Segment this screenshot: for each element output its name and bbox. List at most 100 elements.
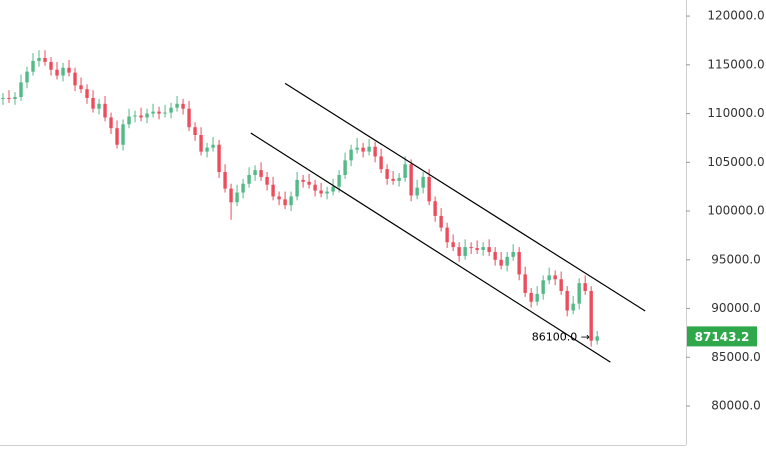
candle-body (85, 89, 89, 98)
candle-body (367, 146, 371, 152)
y-tick-label: 115000.0 (707, 57, 764, 71)
candle-body (91, 97, 95, 109)
y-tick-label: 110000.0 (707, 106, 764, 120)
candle-body (481, 247, 485, 251)
candle-body (373, 146, 377, 157)
y-tick-label: 90000.0 (711, 301, 761, 315)
candle-body (511, 251, 515, 257)
candle-body (535, 293, 539, 302)
candle-body (325, 191, 329, 194)
candle-body (391, 178, 395, 181)
candle-body (523, 274, 527, 293)
candle-body (493, 251, 497, 260)
candle-body (271, 184, 275, 197)
candle-body (247, 174, 251, 184)
candle-body (187, 108, 191, 128)
candle-body (1, 97, 5, 99)
candle-body (115, 128, 119, 145)
candle-body (475, 248, 479, 251)
candle-body (445, 227, 449, 243)
candle-body (49, 61, 53, 70)
candle-body (43, 58, 47, 62)
candle-body (433, 201, 437, 216)
candle-body (61, 67, 65, 76)
candle-body (319, 190, 323, 194)
trend-line (284, 82, 646, 312)
y-tick-label: 80000.0 (711, 399, 761, 413)
trend-line (250, 132, 611, 363)
candle-body (277, 196, 281, 200)
candle-body (487, 247, 491, 252)
candle-body (547, 275, 551, 281)
candle-body (265, 176, 269, 185)
candle-body (73, 72, 77, 86)
candle-body (343, 160, 347, 175)
candle-body (55, 69, 59, 76)
candle-body (157, 111, 161, 114)
candle-body (19, 82, 23, 97)
candle-body (283, 199, 287, 206)
candle-body (469, 247, 473, 249)
candle-body (169, 107, 173, 113)
candle-body (193, 127, 197, 136)
candle-body (31, 60, 35, 72)
candle-body (253, 170, 257, 175)
candle-body (67, 67, 71, 73)
y-tick-label: 95000.0 (711, 252, 761, 266)
candle-body (241, 183, 245, 193)
candle-body (499, 259, 503, 266)
candle-body (595, 336, 599, 341)
candle-body (577, 283, 581, 304)
candle-body (7, 97, 11, 99)
candle-body (13, 96, 17, 99)
candle-body (25, 71, 29, 83)
candle-body (415, 187, 419, 196)
candle-body (409, 164, 413, 196)
candle-body (559, 279, 563, 291)
candle-body (427, 176, 431, 202)
candle-body (397, 177, 401, 181)
candle-body (79, 85, 83, 90)
candle-body (37, 58, 41, 61)
candle-body (403, 164, 407, 178)
candle-body (349, 149, 353, 161)
candle-body (301, 179, 305, 182)
candle-body (235, 192, 239, 203)
candle-body (295, 179, 299, 197)
candle-body (355, 147, 359, 150)
candle-body (205, 147, 209, 152)
last-price-box (687, 326, 757, 347)
candle-body (565, 290, 569, 311)
candle-body (457, 247, 461, 256)
candle-body (331, 186, 335, 192)
candle-body (103, 103, 107, 118)
candle-body (163, 112, 167, 114)
candle-body (307, 181, 311, 185)
candle-body (121, 124, 125, 145)
last-price-label: 87143.2 (695, 330, 750, 344)
candle-body (385, 169, 389, 179)
annotation: 86100.0 → (532, 331, 590, 344)
candle-body (223, 172, 227, 189)
candle-body (289, 196, 293, 206)
candle-body (439, 215, 443, 228)
candle-body (583, 283, 587, 291)
candle-body (127, 116, 131, 125)
candle-body (589, 290, 593, 341)
candle-body (211, 144, 215, 148)
candle-body (145, 113, 149, 118)
candle-body (421, 176, 425, 188)
candle-body (517, 251, 521, 275)
y-tick-label: 120000.0 (707, 9, 764, 23)
candle-body (229, 188, 233, 203)
candle-body (139, 115, 143, 118)
candle-body (571, 303, 575, 311)
candle-body (505, 256, 509, 266)
candle-body (553, 275, 557, 280)
y-tick-label: 85000.0 (711, 350, 761, 364)
candle-body (337, 174, 341, 187)
candle-body (463, 247, 467, 256)
y-tick-label: 100000.0 (707, 204, 764, 218)
